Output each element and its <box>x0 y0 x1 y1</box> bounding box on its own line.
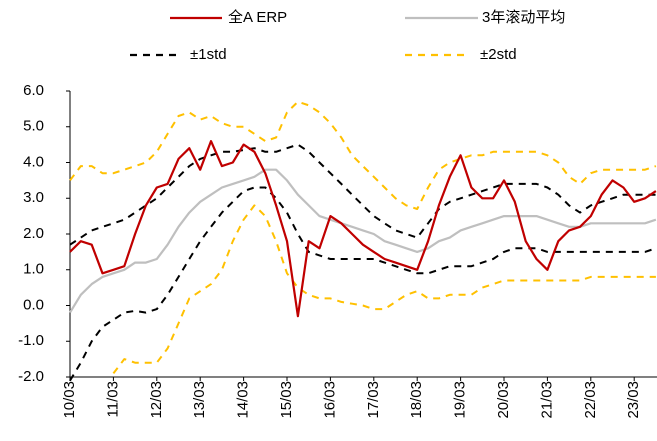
x-tick-label: 17/03 <box>365 381 382 419</box>
x-tick-label: 20/03 <box>495 381 512 419</box>
legend-label: 3年滚动平均 <box>482 9 565 26</box>
series-line-lower <box>112 204 656 375</box>
series-line <box>69 140 657 318</box>
x-tick-label: 13/03 <box>191 381 208 419</box>
x-tick-label: 18/03 <box>408 381 425 419</box>
y-tick-label: 5.0 <box>23 118 44 135</box>
series-line <box>69 100 657 210</box>
series-line <box>69 168 657 314</box>
y-tick-label: 4.0 <box>23 153 44 170</box>
legend-label: 全A ERP <box>228 8 287 26</box>
x-tick-label: 22/03 <box>582 381 599 419</box>
y-tick-label: 3.0 <box>23 189 44 206</box>
x-tick-label: 14/03 <box>235 381 252 419</box>
x-tick-label: 21/03 <box>538 381 555 419</box>
x-tick-label: 12/03 <box>148 381 165 419</box>
y-tick-label: -1.0 <box>18 332 44 349</box>
series-line-lower <box>69 186 657 382</box>
x-tick-label: 23/03 <box>625 381 642 419</box>
y-tick-label: -2.0 <box>18 368 44 385</box>
x-tick-label: 19/03 <box>452 381 469 419</box>
x-tick-label: 16/03 <box>321 381 338 419</box>
y-tick-label: 1.0 <box>23 261 44 278</box>
y-tick-label: 2.0 <box>23 225 44 242</box>
legend-label: ±1std <box>190 46 227 63</box>
series-line <box>69 143 656 246</box>
y-tick-label: 6.0 <box>23 82 44 99</box>
x-tick-label: 11/03 <box>104 381 121 417</box>
x-tick-label: 10/03 <box>61 381 78 419</box>
x-tick-label: 15/03 <box>278 381 295 419</box>
y-tick-label: 0.0 <box>23 296 44 313</box>
legend-label: ±2std <box>480 46 517 63</box>
